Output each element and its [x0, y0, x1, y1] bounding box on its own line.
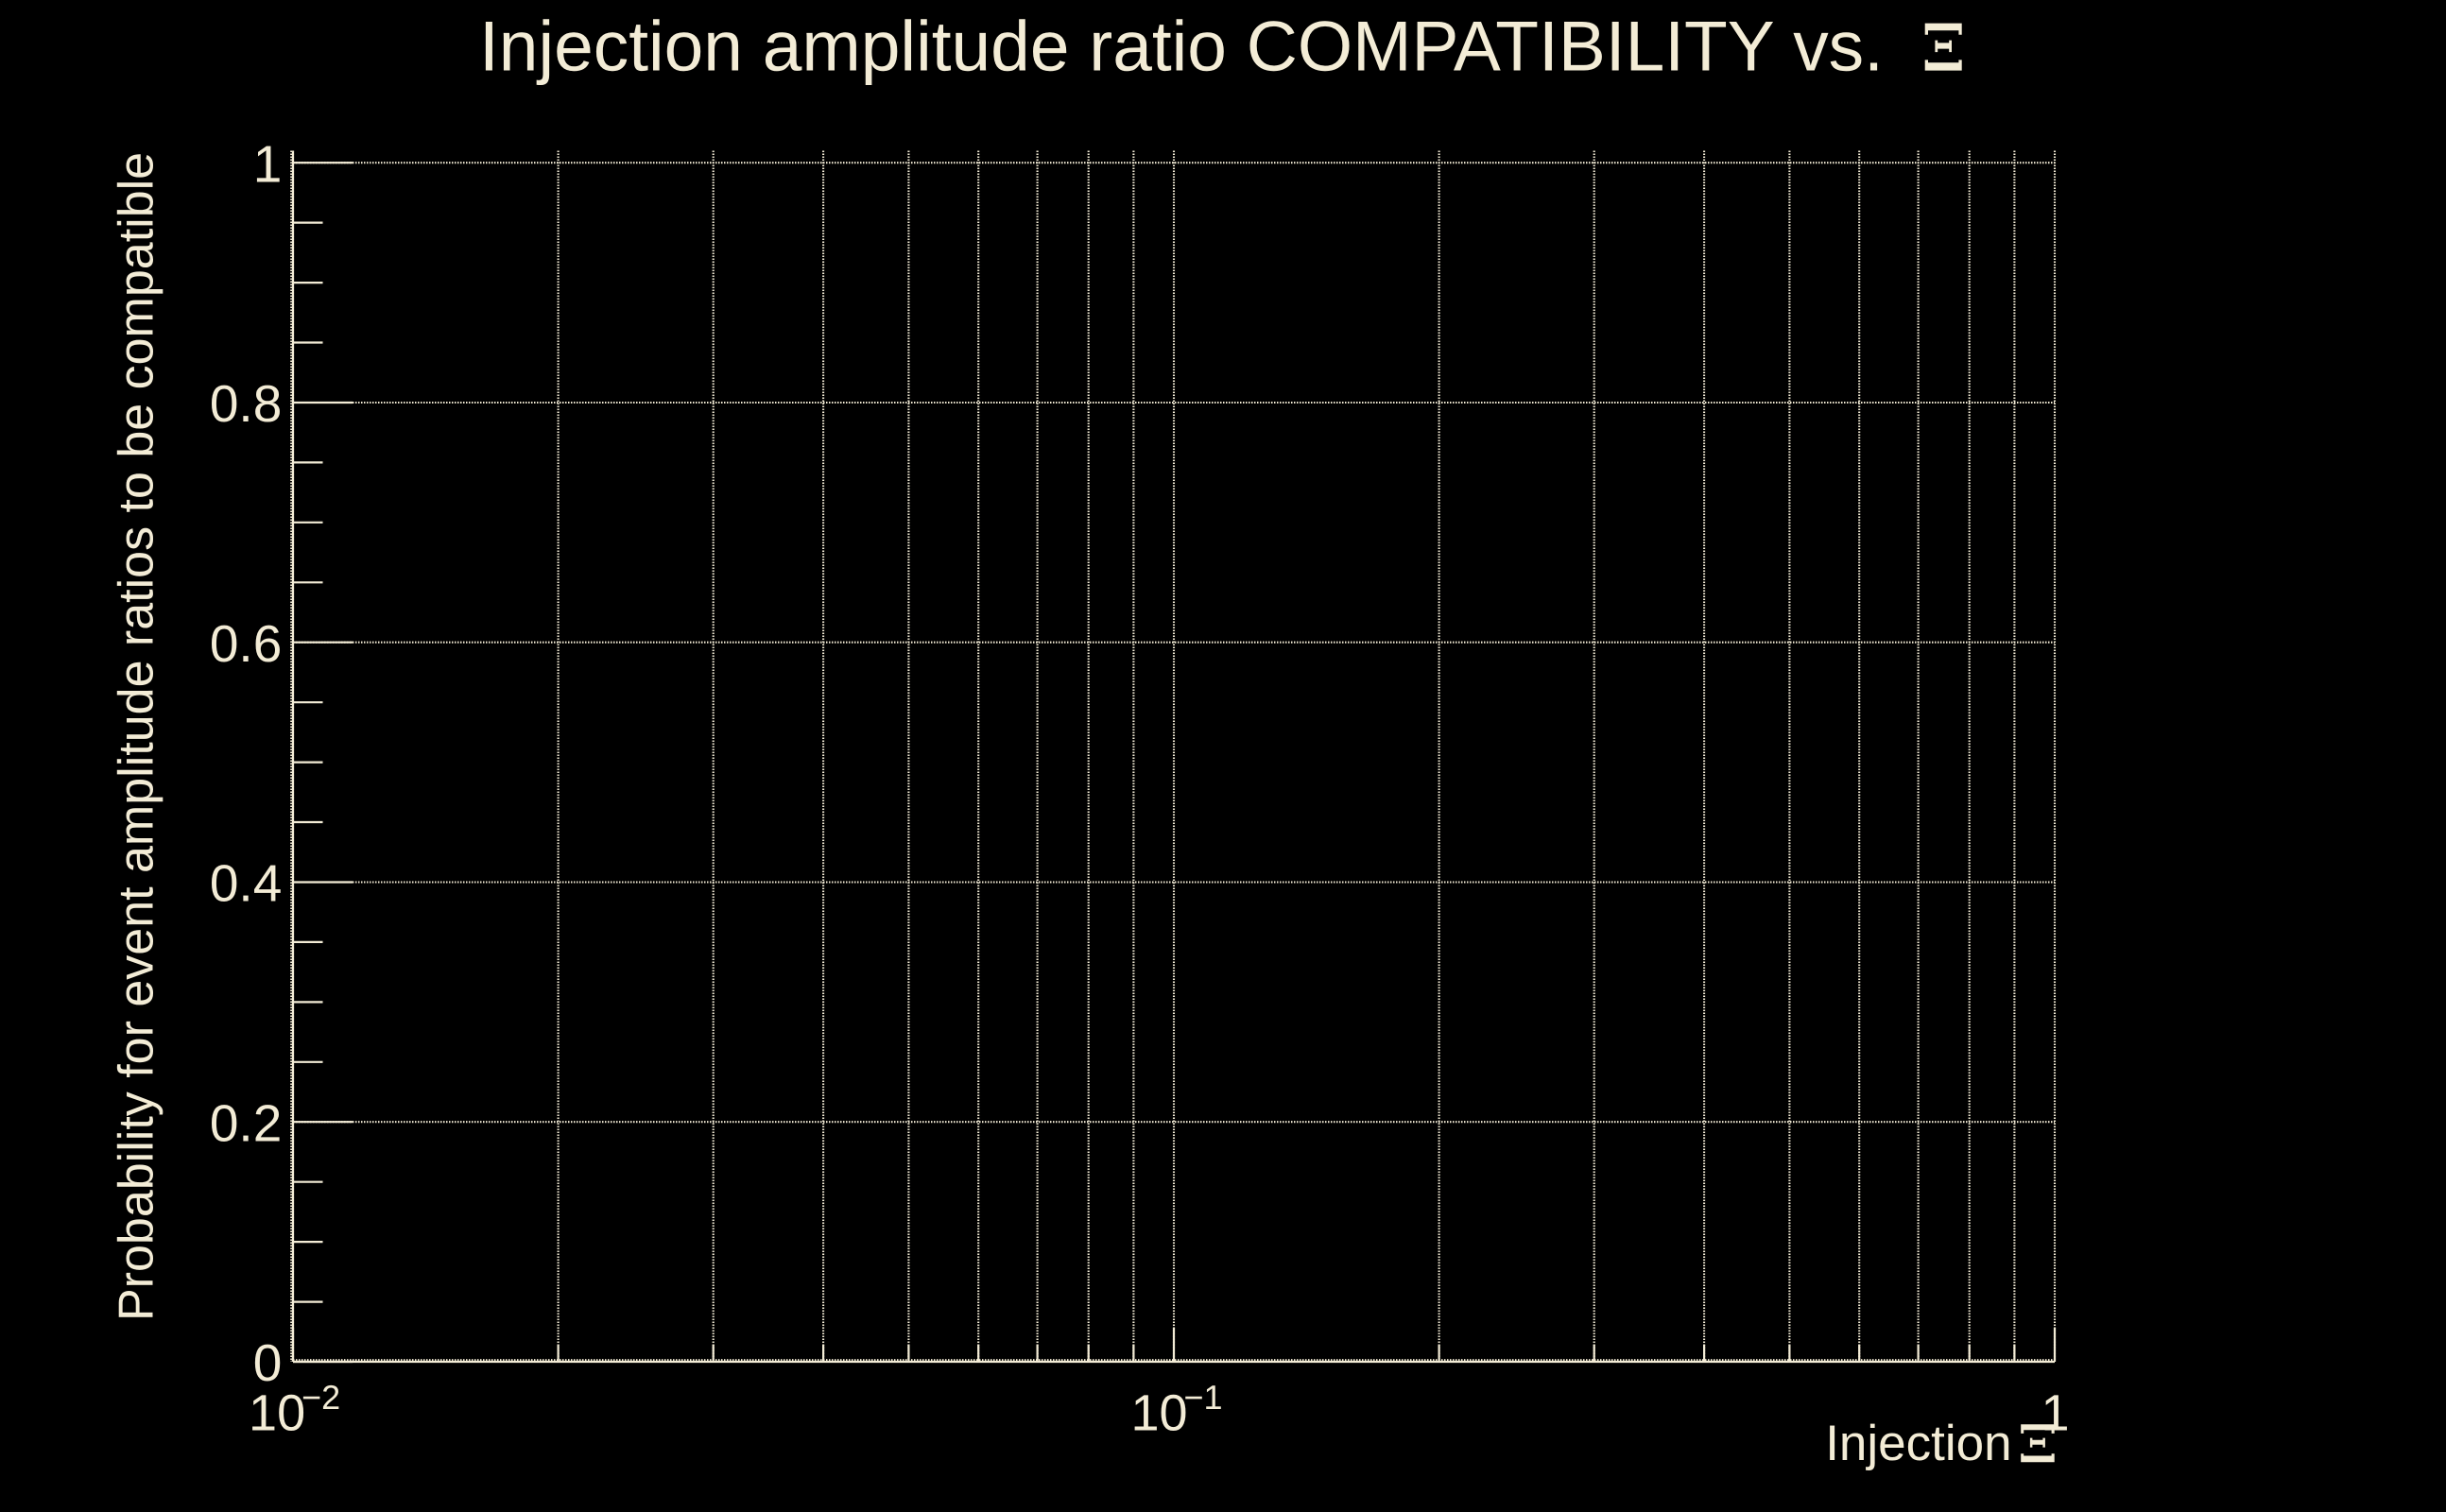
svg-text:0.6: 0.6 [210, 614, 282, 673]
svg-text:0.8: 0.8 [210, 374, 282, 433]
svg-text:10−2: 10−2 [249, 1378, 340, 1442]
svg-text:0: 0 [253, 1333, 283, 1392]
svg-text:Probability for event amplitud: Probability for event amplitude ratios t… [110, 152, 164, 1321]
svg-text:0.2: 0.2 [210, 1093, 282, 1152]
svg-text:Injection amplitude ratio COMP: Injection amplitude ratio COMPATIBILITY … [479, 7, 1884, 86]
svg-text:0.4: 0.4 [210, 854, 282, 913]
svg-text:1: 1 [2041, 1384, 2069, 1441]
svg-text:1: 1 [253, 134, 283, 193]
svg-text:Injection: Injection [1825, 1416, 2011, 1471]
